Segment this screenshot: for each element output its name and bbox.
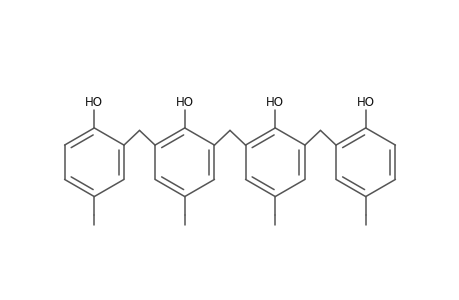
Text: HO: HO [85, 96, 103, 109]
Text: HO: HO [175, 96, 193, 109]
Text: HO: HO [356, 96, 374, 109]
Text: HO: HO [266, 96, 284, 109]
